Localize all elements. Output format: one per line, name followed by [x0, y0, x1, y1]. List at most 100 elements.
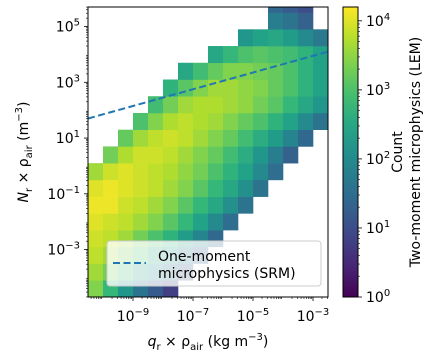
heatmap-cell — [193, 213, 209, 231]
y-tick-label: 10−1 — [47, 185, 80, 203]
heatmap-cell — [133, 129, 149, 147]
heatmap-cell — [148, 213, 164, 231]
heatmap-cell — [298, 29, 314, 47]
heatmap-cell — [328, 46, 343, 63]
heatmap-cell — [238, 196, 254, 214]
heatmap-cell — [208, 163, 224, 181]
heatmap-cell — [163, 179, 179, 197]
heatmap-cell — [148, 163, 164, 181]
x-axis: 10−9 10−7 10−5 10−3 — [90, 297, 329, 325]
heatmap-cell — [163, 112, 179, 130]
heatmap-cell — [253, 29, 269, 47]
heatmap-cell — [238, 146, 254, 164]
heatmap-cell — [193, 146, 209, 164]
heatmap-cell — [223, 129, 239, 147]
heatmap-cell — [328, 80, 343, 97]
heatmap-cell — [238, 79, 254, 97]
heatmap-cell — [118, 196, 134, 214]
heatmap-cell — [223, 163, 239, 181]
heatmap-cell — [88, 280, 104, 297]
heatmap-cell — [313, 62, 328, 80]
colorbar — [342, 6, 359, 298]
heatmap-cell — [193, 163, 209, 181]
heatmap-cell — [103, 179, 119, 197]
heatmap-cell — [253, 96, 269, 114]
heatmap-cell — [268, 79, 284, 97]
heatmap-cell — [103, 213, 119, 231]
heatmap-cell — [268, 112, 284, 130]
heatmap-cell — [133, 196, 149, 214]
heatmap-cell — [148, 179, 164, 197]
heatmap-cell — [163, 79, 179, 97]
colorbar-tick-label: 103 — [366, 81, 390, 99]
heatmap-cell — [253, 129, 269, 147]
heatmap-cell — [193, 96, 209, 114]
heatmap-cell — [118, 129, 134, 147]
heatmap-cell — [313, 112, 328, 130]
heatmap-cell — [133, 112, 149, 130]
heatmap-cell — [253, 179, 269, 197]
heatmap-cell — [298, 129, 314, 147]
heatmap-cell — [208, 179, 224, 197]
heatmap-cell — [208, 146, 224, 164]
heatmap-cell — [178, 146, 194, 164]
heatmap-cell — [178, 129, 194, 147]
x-tick-label: 10−5 — [237, 307, 270, 325]
y-axis-label: Nr × ρair (m−3) — [14, 102, 35, 203]
heatmap-cell — [238, 179, 254, 197]
heatmap-cell — [253, 79, 269, 97]
heatmap-cell — [88, 179, 104, 197]
heatmap-cell — [283, 129, 299, 147]
colorbar-label-line2: Two-moment microphysics (LEM) — [408, 37, 424, 268]
heatmap-cell — [298, 96, 314, 114]
heatmap-cell — [178, 62, 194, 80]
heatmap-cell — [253, 112, 269, 130]
colorbar-tick-label: 102 — [366, 150, 390, 168]
heatmap-cell — [253, 146, 269, 164]
heatmap-cell — [208, 62, 224, 80]
heatmap-cell — [163, 96, 179, 114]
heatmap-cell — [178, 112, 194, 130]
heatmap-cell — [253, 163, 269, 181]
heatmap-cell — [328, 96, 343, 113]
heatmap-cell — [268, 12, 284, 30]
heatmap-cell — [298, 12, 314, 30]
heatmap-cell — [148, 146, 164, 164]
y-tick-label: 101 — [56, 129, 80, 147]
heatmap-cell — [133, 179, 149, 197]
heatmap-cell — [283, 7, 299, 13]
heatmap-cell — [223, 179, 239, 197]
legend-label-line2: microphysics (SRM) — [158, 266, 296, 282]
y-tick-label: 105 — [56, 18, 80, 36]
heatmap-cell — [268, 129, 284, 147]
heatmap-cell — [103, 196, 119, 214]
heatmap-cell — [223, 62, 239, 80]
heatmap-cell — [283, 46, 299, 64]
heatmap-cell — [238, 112, 254, 130]
heatmap-cell — [283, 112, 299, 130]
heatmap-cell — [283, 12, 299, 30]
heatmap-cell — [88, 246, 104, 264]
y-axis: 10−3 10−1 101 103 105 — [47, 6, 88, 298]
heatmap-cell — [208, 213, 224, 231]
plot-frame — [87, 6, 329, 298]
heatmap-cell — [268, 146, 284, 164]
heatmap-cell — [163, 146, 179, 164]
heatmap-cell — [193, 112, 209, 130]
heatmap-cell — [178, 196, 194, 214]
heatmap-cell — [268, 7, 284, 13]
colorbar-tick-label: 104 — [366, 12, 390, 30]
heatmap-cell — [133, 146, 149, 164]
heatmap-cell — [103, 146, 119, 164]
heatmap-cell — [223, 46, 239, 64]
heatmap-cell — [118, 146, 134, 164]
heatmap-cell — [223, 213, 239, 231]
heatmap-cell — [178, 179, 194, 197]
colorbar-tick-label: 101 — [366, 219, 390, 237]
heatmap-cell — [268, 29, 284, 47]
heatmap-cell — [298, 7, 314, 13]
legend: One-moment microphysics (SRM) — [106, 240, 322, 287]
heatmap-cell — [223, 196, 239, 214]
heatmap-cell — [193, 129, 209, 147]
